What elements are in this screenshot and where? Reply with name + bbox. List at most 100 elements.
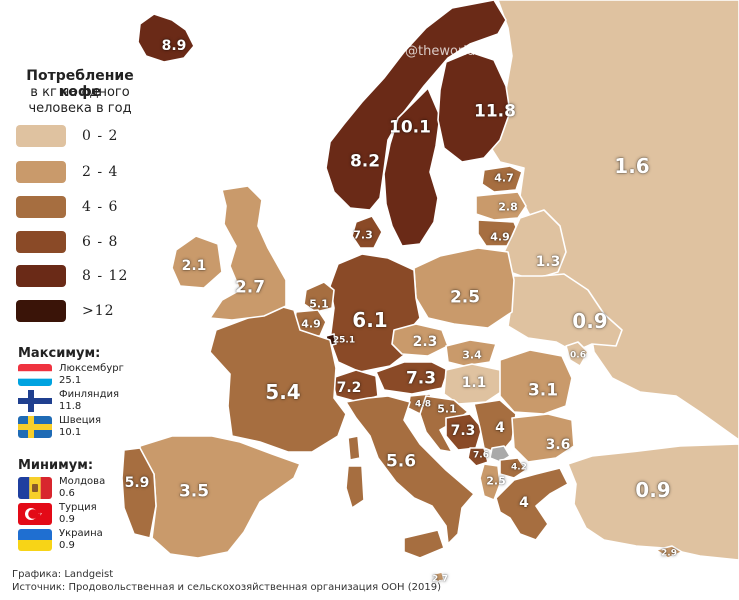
value-label-portugal: 5.9 xyxy=(124,475,150,491)
legend-label: 6 - 8 xyxy=(82,234,119,250)
country-north-macedonia[interactable] xyxy=(499,457,527,479)
legend-swatch xyxy=(16,231,66,253)
country-montenegro[interactable] xyxy=(467,447,489,467)
country-switzerland[interactable] xyxy=(331,369,379,403)
value-label-germany: 6.1 xyxy=(352,308,388,332)
luxembourg-flag-icon xyxy=(18,364,52,386)
country-slovakia[interactable] xyxy=(445,339,497,367)
maximum-item-luxembourg: Люксембург 25.1 xyxy=(18,363,158,389)
country-romania[interactable] xyxy=(499,349,573,415)
value-label-serbia: 4 xyxy=(495,420,505,436)
country-france[interactable] xyxy=(209,303,347,453)
country-moldova[interactable] xyxy=(565,341,589,367)
country-denmark[interactable] xyxy=(351,215,383,249)
value-label-spain: 3.5 xyxy=(178,481,210,502)
country-hungary[interactable] xyxy=(443,363,505,405)
value-label-croatia: 5.1 xyxy=(437,402,457,416)
country-name: Украина xyxy=(59,528,103,539)
legend-subtitle-line-2: человека в год xyxy=(28,101,132,116)
value-label-russia: 1.6 xyxy=(614,154,650,178)
legend-item: 8 - 12 xyxy=(16,265,146,287)
country-name: Финляндия xyxy=(59,389,120,400)
country-croatia[interactable] xyxy=(419,395,469,453)
country-value: 10.1 xyxy=(59,427,82,438)
value-label-czechia: 2.3 xyxy=(412,334,438,350)
country-ireland[interactable] xyxy=(171,235,223,289)
value-label-cyprus: 2.9 xyxy=(661,548,677,559)
legend-label: 8 - 12 xyxy=(82,268,129,284)
country-poland[interactable] xyxy=(413,247,515,329)
value-label-belarus: 1.3 xyxy=(535,254,561,270)
value-label-lithuania: 4.9 xyxy=(490,230,510,244)
country-netherlands[interactable] xyxy=(303,281,335,313)
value-label-sweden: 10.1 xyxy=(389,117,431,138)
legend-swatch xyxy=(16,265,66,287)
value-label-malta: 2.7 xyxy=(432,574,448,585)
country-malta[interactable] xyxy=(433,571,445,583)
credit-graphic: Графика: Landgeist xyxy=(12,569,114,580)
country-cyprus[interactable] xyxy=(655,545,683,559)
country-value: 11.8 xyxy=(59,401,82,412)
legend-subtitle-line-1: в кг на одного xyxy=(30,85,130,100)
country-finland[interactable] xyxy=(437,51,511,163)
minimum-item-ukraine: Украина 0.9 xyxy=(18,528,158,554)
legend-item: 4 - 6 xyxy=(16,196,146,218)
value-label-ireland: 2.1 xyxy=(181,258,207,274)
country-uk[interactable] xyxy=(209,185,287,321)
value-label-estonia: 4.7 xyxy=(494,171,514,185)
value-label-greece: 4 xyxy=(519,495,529,511)
country-bulgaria[interactable] xyxy=(511,413,575,463)
value-label-ukraine: 0.9 xyxy=(572,309,608,333)
legend-swatch xyxy=(16,300,66,322)
legend-label: >12 xyxy=(82,303,115,319)
minimum-heading: Минимум: xyxy=(18,458,94,473)
country-norway[interactable] xyxy=(325,0,507,211)
country-sicily[interactable] xyxy=(403,529,445,559)
value-label-italy: 5.6 xyxy=(385,451,417,472)
legend-item: 2 - 4 xyxy=(16,161,146,183)
country-portugal[interactable] xyxy=(121,447,157,539)
country-czechia[interactable] xyxy=(391,323,449,357)
value-label-moldova: 0.6 xyxy=(570,350,586,361)
legend-swatch xyxy=(16,196,66,218)
country-albania[interactable] xyxy=(479,463,501,501)
value-label-finland: 11.8 xyxy=(474,101,516,122)
sweden-flag-icon xyxy=(18,416,52,438)
minimum-item-moldova: Молдова 0.6 xyxy=(18,476,158,502)
value-label-austria: 7.3 xyxy=(405,368,437,389)
value-label-bulgaria: 3.6 xyxy=(545,437,571,453)
country-greece[interactable] xyxy=(495,467,569,541)
legend-title: Потребление кофе xyxy=(26,68,134,100)
country-value: 0.9 xyxy=(59,540,75,551)
country-name: Молдова xyxy=(59,476,106,487)
country-turkey[interactable] xyxy=(567,443,739,561)
value-label-slovakia: 3.4 xyxy=(462,348,482,362)
value-label-montenegro: 7.6 xyxy=(473,450,489,461)
country-latvia[interactable] xyxy=(475,191,527,221)
country-value: 0.6 xyxy=(59,488,75,499)
moldova-flag-icon xyxy=(18,477,52,499)
maximum-item-sweden: Швеция 10.1 xyxy=(18,415,158,441)
country-estonia[interactable] xyxy=(481,165,523,193)
legend-item: 0 - 2 xyxy=(16,125,146,147)
country-sardinia[interactable] xyxy=(345,465,365,509)
country-spain[interactable] xyxy=(139,435,301,559)
ukraine-flag-icon xyxy=(18,529,52,551)
country-serbia[interactable] xyxy=(473,399,517,455)
value-label-turkey: 0.9 xyxy=(635,478,671,502)
value-label-latvia: 2.8 xyxy=(498,200,518,214)
country-corsica[interactable] xyxy=(347,435,361,461)
value-label-netherlands: 5.1 xyxy=(309,297,329,311)
value-label-denmark: 7.3 xyxy=(353,228,373,242)
value-label-north-macedonia: 4.2 xyxy=(511,462,527,473)
value-label-switzerland: 7.2 xyxy=(336,380,362,396)
value-label-iceland: 8.9 xyxy=(161,38,187,54)
value-label-bosnia: 7.3 xyxy=(450,423,476,439)
country-ukraine[interactable] xyxy=(507,273,623,353)
legend-label: 4 - 6 xyxy=(82,199,119,215)
watermark: @theworldmaps xyxy=(405,44,511,59)
country-italy[interactable] xyxy=(345,395,475,545)
country-iceland[interactable] xyxy=(137,13,195,63)
value-label-france: 5.4 xyxy=(265,380,301,404)
